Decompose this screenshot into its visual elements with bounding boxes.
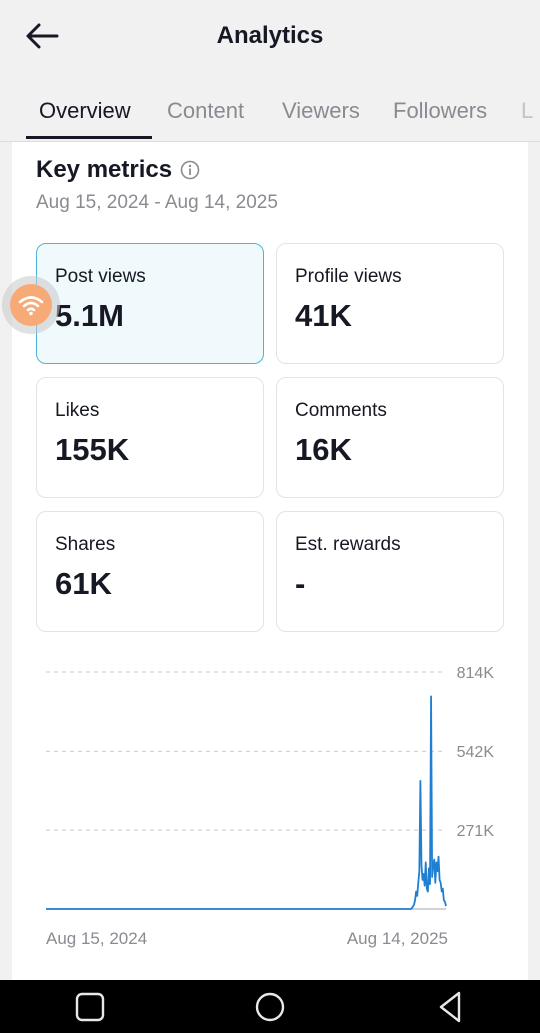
key-metrics-title: Key metrics: [36, 156, 173, 183]
y-tick-label: 542K: [457, 744, 495, 761]
metric-label: Profile views: [295, 266, 402, 287]
x-tick-label: Aug 15, 2024: [46, 929, 147, 948]
wifi-icon: [18, 296, 44, 316]
tab-overview[interactable]: Overview: [39, 98, 131, 123]
system-nav-bar: [0, 980, 540, 1033]
wifi-icon-bubble: [10, 284, 52, 326]
metric-shares[interactable]: Shares 61K: [36, 511, 264, 632]
square-icon: [75, 992, 105, 1022]
metric-est-rewards[interactable]: Est. rewards -: [276, 511, 504, 632]
metric-value: 41K: [295, 298, 352, 333]
key-metrics-heading: Key metrics: [36, 156, 200, 184]
post-views-chart: 271K 542K 814K Aug 15, 2024 Aug 14, 2025: [36, 652, 506, 962]
arrow-left-icon: [26, 23, 59, 49]
recent-apps-button[interactable]: [70, 990, 110, 1024]
metric-profile-views[interactable]: Profile views 41K: [276, 243, 504, 364]
back-nav-button[interactable]: [430, 990, 470, 1024]
key-metrics-card: Key metrics Aug 15, 2024 - Aug 14, 2025 …: [12, 142, 528, 980]
y-tick-label: 271K: [457, 823, 495, 840]
home-button[interactable]: [250, 990, 290, 1024]
metric-value: 16K: [295, 432, 352, 467]
series-line: [46, 695, 447, 910]
metric-comments[interactable]: Comments 16K: [276, 377, 504, 498]
metric-value: -: [295, 566, 306, 601]
info-icon[interactable]: [180, 160, 200, 180]
metric-label: Post views: [55, 266, 146, 287]
tab-bar: Overview Content Viewers Followers L: [0, 72, 540, 142]
metric-post-views[interactable]: Post views 5.1M: [36, 243, 264, 364]
tab-viewers[interactable]: Viewers: [282, 98, 360, 123]
chart-svg: 271K 542K 814K Aug 15, 2024 Aug 14, 2025: [46, 665, 495, 948]
x-tick-label: Aug 14, 2025: [347, 929, 448, 948]
header: Analytics: [0, 0, 540, 72]
tab-truncated[interactable]: L: [521, 98, 534, 123]
date-range: Aug 15, 2024 - Aug 14, 2025: [36, 192, 278, 213]
tab-followers[interactable]: Followers: [393, 98, 488, 123]
tab-content[interactable]: Content: [167, 98, 245, 123]
metric-likes[interactable]: Likes 155K: [36, 377, 264, 498]
floating-assist-button[interactable]: [2, 276, 60, 334]
page-title: Analytics: [216, 22, 324, 49]
metric-value: 155K: [55, 432, 130, 467]
active-tab-indicator: [26, 136, 152, 139]
back-button[interactable]: [22, 18, 62, 54]
triangle-back-icon: [439, 991, 461, 1023]
y-tick-label: 814K: [457, 665, 495, 682]
metric-value: 61K: [55, 566, 112, 601]
metric-label: Shares: [55, 534, 116, 555]
metric-label: Likes: [55, 400, 100, 421]
metric-value: 5.1M: [55, 298, 124, 333]
metric-label: Comments: [295, 400, 387, 421]
metric-label: Est. rewards: [295, 534, 401, 555]
circle-icon: [255, 992, 285, 1022]
